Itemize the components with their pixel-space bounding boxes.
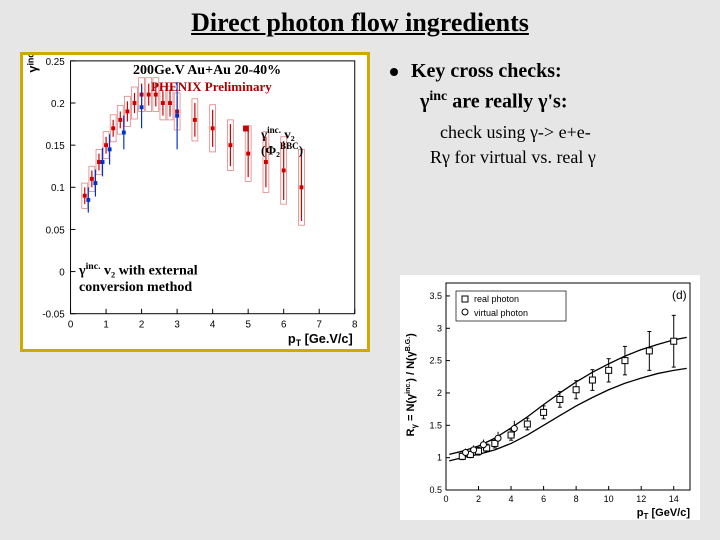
- svg-text:2: 2: [139, 319, 144, 330]
- svg-text:3.5: 3.5: [429, 291, 442, 301]
- svg-text:1.5: 1.5: [429, 420, 442, 430]
- cross-checks-label: Key cross checks:: [411, 60, 562, 82]
- cross-checks-line-2: γinc are really γ's:: [420, 89, 710, 114]
- title-text: Direct photon flow ingredients: [0, 8, 720, 38]
- svg-text:6: 6: [541, 494, 546, 504]
- svg-text:2.5: 2.5: [429, 356, 442, 366]
- page-title: Direct photon flow ingredients: [0, 0, 720, 42]
- svg-text:pT [Ge.V/c]: pT [Ge.V/c]: [288, 331, 353, 348]
- svg-text:4: 4: [210, 319, 216, 330]
- left-chart: 012345678-0.0500.050.10.150.20.25pT [Ge.…: [23, 55, 367, 349]
- key-cross-checks-text: Key cross checks: γinc are really γ's: c…: [390, 60, 710, 172]
- svg-text:0: 0: [68, 319, 74, 330]
- svg-text:1: 1: [437, 453, 442, 463]
- cross-checks-line-3: check using γ-> e+e-: [440, 122, 710, 143]
- svg-text:Rγ = N(γinc.) / N(γB.G.): Rγ = N(γinc.) / N(γB.G.): [405, 333, 419, 437]
- svg-text:γinc. v2: γinc. v2: [25, 55, 42, 73]
- cross-checks-line-1: Key cross checks:: [390, 60, 710, 83]
- svg-text:real photon: real photon: [474, 294, 519, 304]
- cross-checks-line-4: Rγ for virtual vs. real γ: [430, 147, 710, 168]
- svg-text:0.1: 0.1: [51, 183, 65, 194]
- svg-text:3: 3: [437, 323, 442, 333]
- right-chart: 0 2 4 6 8 10 12 14 0.5 1 1.5 2 2.5 3 3.5 pT [GeV/c] Rγ =…: [400, 275, 700, 520]
- svg-text:2: 2: [476, 494, 481, 504]
- svg-text:3: 3: [174, 319, 180, 330]
- svg-text:6: 6: [281, 319, 287, 330]
- svg-text:5: 5: [245, 319, 251, 330]
- svg-text:7: 7: [316, 319, 321, 330]
- svg-text:4: 4: [509, 494, 514, 504]
- svg-text:0.25: 0.25: [46, 57, 66, 68]
- svg-text:0.5: 0.5: [429, 485, 442, 495]
- svg-text:8: 8: [574, 494, 579, 504]
- svg-text:14: 14: [669, 494, 679, 504]
- svg-text:2: 2: [437, 388, 442, 398]
- right-chart-container: 0 2 4 6 8 10 12 14 0.5 1 1.5 2 2.5 3 3.5 pT [GeV/c] Rγ =…: [400, 275, 700, 520]
- svg-text:pT [GeV/c]: pT [GeV/c]: [637, 507, 691, 520]
- svg-text:12: 12: [636, 494, 646, 504]
- svg-text:8: 8: [352, 319, 358, 330]
- svg-text:(d): (d): [672, 288, 687, 302]
- svg-text:0: 0: [443, 494, 448, 504]
- svg-text:10: 10: [604, 494, 614, 504]
- svg-text:1: 1: [103, 319, 108, 330]
- svg-text:0.2: 0.2: [51, 99, 65, 110]
- svg-text:virtual photon: virtual photon: [474, 308, 528, 318]
- svg-text:0.05: 0.05: [46, 225, 66, 236]
- svg-text:-0.05: -0.05: [42, 310, 65, 321]
- left-chart-container: 012345678-0.0500.050.10.150.20.25pT [Ge.…: [20, 52, 370, 352]
- bullet-icon: [390, 68, 398, 76]
- svg-text:0: 0: [59, 268, 65, 279]
- svg-text:0.15: 0.15: [46, 141, 66, 152]
